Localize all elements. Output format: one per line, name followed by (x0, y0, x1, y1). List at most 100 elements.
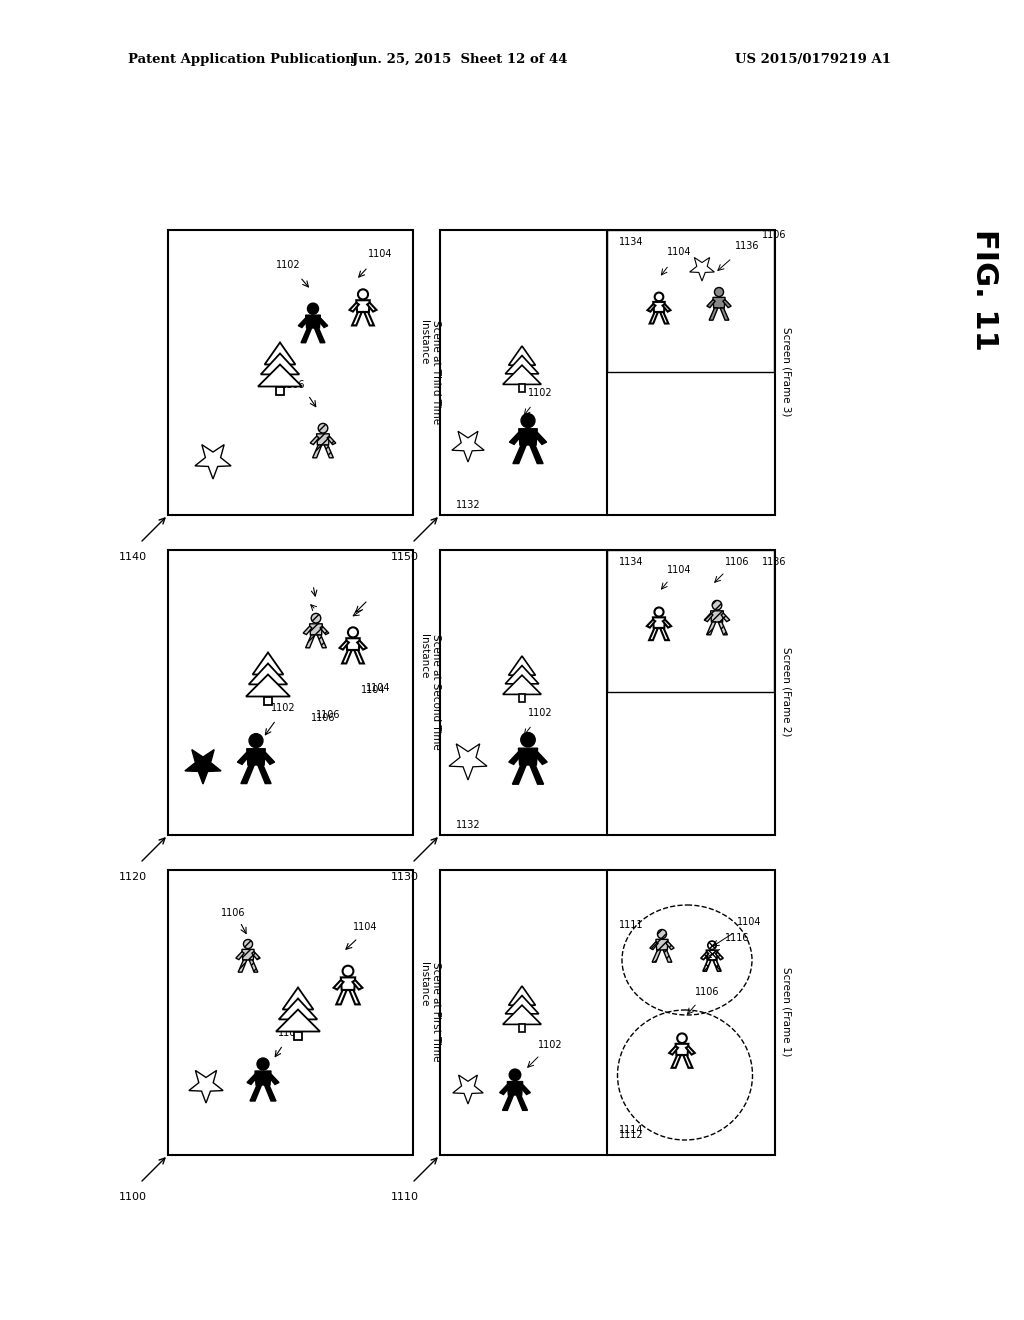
Polygon shape (238, 752, 250, 764)
Text: 1104: 1104 (352, 921, 377, 932)
Polygon shape (647, 619, 655, 627)
Polygon shape (341, 977, 355, 990)
Polygon shape (253, 652, 284, 675)
Polygon shape (247, 748, 265, 766)
Polygon shape (509, 656, 536, 676)
Polygon shape (316, 434, 330, 445)
Polygon shape (716, 952, 723, 960)
Polygon shape (185, 750, 221, 784)
Polygon shape (314, 327, 325, 343)
Polygon shape (356, 300, 370, 312)
Text: 1140: 1140 (119, 552, 147, 562)
Text: 1106: 1106 (310, 713, 335, 723)
Text: Jun. 25, 2015  Sheet 12 of 44: Jun. 25, 2015 Sheet 12 of 44 (352, 54, 567, 66)
Text: 1150: 1150 (391, 552, 419, 562)
Text: 1102: 1102 (527, 708, 552, 718)
Polygon shape (188, 1071, 223, 1104)
Polygon shape (520, 1085, 530, 1094)
Text: 1102: 1102 (278, 1028, 302, 1038)
Polygon shape (705, 614, 713, 622)
Polygon shape (264, 1085, 276, 1101)
Text: 1106: 1106 (221, 908, 246, 917)
Polygon shape (336, 990, 347, 1005)
Bar (607, 550, 774, 692)
Polygon shape (702, 960, 711, 972)
Polygon shape (239, 960, 247, 972)
Text: 1100: 1100 (119, 1192, 147, 1203)
Polygon shape (649, 312, 657, 323)
Polygon shape (249, 664, 288, 684)
Polygon shape (262, 752, 274, 764)
Polygon shape (312, 445, 322, 458)
Polygon shape (452, 432, 484, 462)
Circle shape (708, 941, 716, 949)
Polygon shape (309, 624, 323, 635)
Polygon shape (317, 318, 328, 327)
Polygon shape (305, 635, 314, 648)
Text: 1102: 1102 (270, 704, 295, 713)
Bar (440, 550, 775, 836)
Bar (607, 230, 774, 372)
Bar (168, 230, 413, 515)
Polygon shape (279, 998, 317, 1019)
Polygon shape (721, 614, 730, 622)
Polygon shape (236, 952, 244, 960)
Polygon shape (317, 635, 327, 648)
Circle shape (521, 413, 535, 428)
Polygon shape (512, 766, 526, 784)
Circle shape (244, 940, 253, 949)
Polygon shape (663, 619, 671, 627)
Bar (264, 697, 271, 705)
Polygon shape (255, 1071, 271, 1085)
Circle shape (318, 424, 328, 433)
Polygon shape (649, 628, 657, 640)
Polygon shape (503, 1006, 542, 1024)
Circle shape (715, 288, 724, 297)
Polygon shape (305, 315, 321, 327)
Text: FIG. 11: FIG. 11 (971, 230, 999, 351)
Circle shape (307, 304, 318, 314)
Text: 1112: 1112 (618, 1130, 644, 1140)
Circle shape (343, 966, 353, 977)
Text: 1104: 1104 (366, 682, 390, 693)
Polygon shape (519, 429, 538, 445)
Text: US 2015/0179219 A1: US 2015/0179219 A1 (735, 54, 891, 66)
Text: 1106: 1106 (315, 710, 340, 719)
Text: 1104: 1104 (667, 247, 691, 257)
Text: 1111: 1111 (618, 920, 643, 931)
Polygon shape (247, 1074, 258, 1085)
Circle shape (249, 734, 263, 747)
Text: 1132: 1132 (456, 820, 480, 830)
Text: 1102: 1102 (527, 388, 552, 399)
Bar (276, 387, 284, 395)
Polygon shape (723, 300, 731, 308)
Text: 1110: 1110 (391, 1192, 419, 1203)
Polygon shape (195, 445, 231, 479)
Polygon shape (718, 622, 727, 635)
Circle shape (358, 289, 368, 300)
Polygon shape (500, 1085, 510, 1094)
Polygon shape (301, 327, 311, 343)
Polygon shape (516, 1096, 527, 1110)
Text: Scene at First Time
Instance: Scene at First Time Instance (419, 962, 440, 1061)
Polygon shape (241, 766, 254, 784)
Polygon shape (352, 312, 361, 326)
Polygon shape (268, 1074, 279, 1085)
Polygon shape (509, 986, 536, 1006)
Text: 1104: 1104 (736, 917, 761, 927)
Polygon shape (713, 297, 725, 308)
Polygon shape (327, 436, 336, 445)
Polygon shape (709, 308, 718, 321)
Text: Screen (Frame 1): Screen (Frame 1) (781, 968, 791, 1057)
Polygon shape (707, 622, 716, 635)
Bar (294, 1031, 302, 1040)
Text: 1114: 1114 (618, 1125, 643, 1135)
Text: 1134: 1134 (618, 238, 643, 247)
Bar (440, 230, 775, 515)
Polygon shape (357, 640, 367, 649)
Polygon shape (325, 445, 334, 458)
Polygon shape (672, 1055, 681, 1068)
Bar (518, 384, 525, 392)
Bar (440, 870, 775, 1155)
Polygon shape (258, 364, 302, 387)
